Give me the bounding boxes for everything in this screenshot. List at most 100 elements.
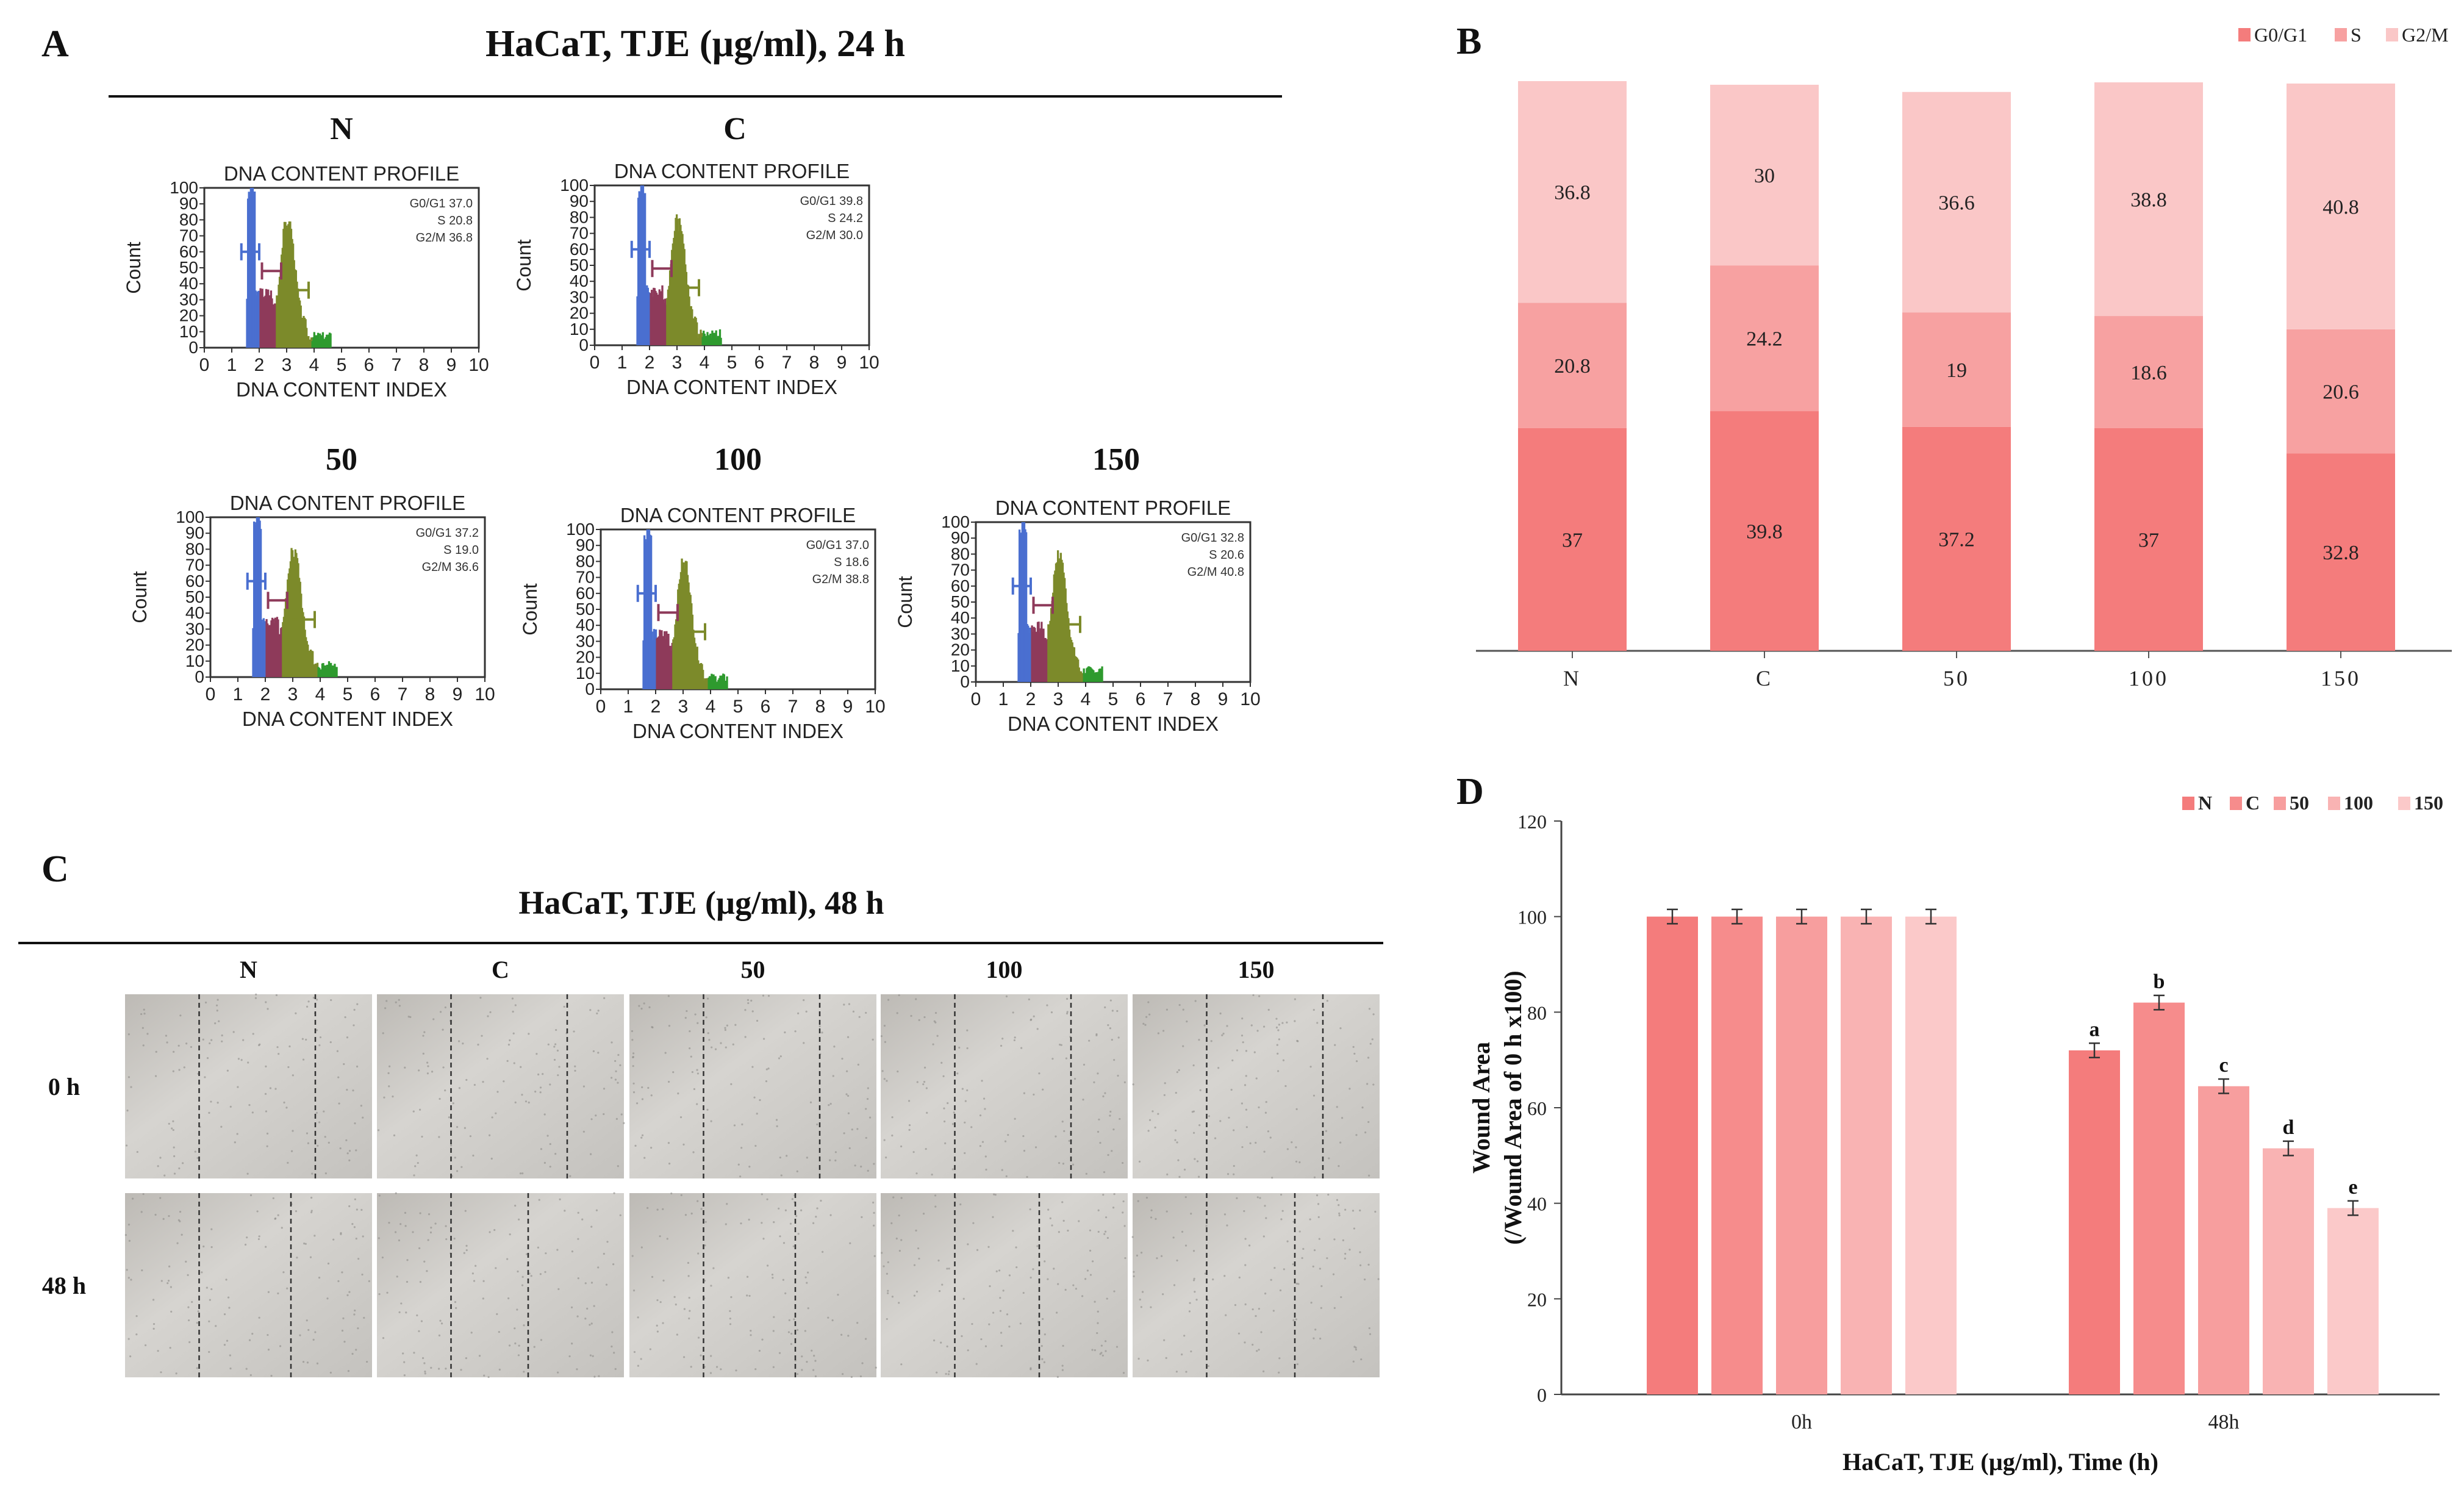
cell-speck [179,1014,182,1017]
cell-speck [557,1371,559,1374]
cell-speck [1164,1082,1166,1085]
cell-speck [1280,1193,1283,1196]
category-label: C [1756,666,1773,690]
flow-y-axis-label: Count [129,571,151,623]
segment-value-label: 19 [1946,359,1967,382]
cell-speck [1245,1050,1248,1052]
cell-speck [1123,1081,1126,1083]
cell-speck [554,1043,557,1045]
cell-speck [1097,1072,1099,1075]
cell-speck [875,1366,877,1369]
cell-speck [458,1087,461,1089]
cell-speck [887,999,890,1001]
y-tick-label: 70 [185,556,204,575]
cell-speck [506,1060,509,1063]
cell-speck [312,997,315,999]
x-tick-label: 10 [1240,689,1260,709]
cell-speck [353,1024,355,1027]
cell-speck [1344,1257,1346,1260]
wound-column-label: 50 [741,956,765,983]
cell-speck [590,1225,593,1228]
cell-speck [747,1275,749,1278]
cell-speck [1255,1314,1257,1318]
cell-speck [959,1203,962,1206]
cell-speck [1109,999,1112,1002]
cell-speck [694,1013,697,1016]
cell-speck [773,1316,775,1318]
cell-speck [342,1317,345,1319]
cell-speck [324,1136,326,1138]
cell-speck [1111,1150,1113,1152]
cell-speck [258,1316,260,1319]
cell-speck [1089,1274,1092,1276]
cell-speck [384,1007,387,1010]
cell-speck [1150,1209,1153,1211]
cell-speck [1007,1134,1009,1136]
cell-speck [573,1030,575,1033]
cell-speck [1001,1169,1003,1171]
cell-speck [570,1306,573,1309]
cell-speck [313,1235,316,1237]
cell-speck [445,1368,447,1370]
cell-speck [1226,1025,1228,1027]
cell-speck [187,1306,190,1308]
cell-speck [610,1077,613,1079]
histogram-bar [720,337,722,345]
cell-speck [316,999,318,1001]
cell-speck [1040,1345,1043,1347]
cell-speck [226,1069,229,1072]
flow-y-axis-label: Count [123,242,145,294]
cell-speck [1208,1115,1210,1117]
y-tick-label: 30 [185,619,204,638]
cell-speck [633,1350,636,1354]
cell-speck [1006,1313,1009,1316]
x-tick-label: 9 [446,355,457,375]
cell-speck [1230,1089,1233,1091]
cell-speck [1094,1300,1096,1303]
cell-speck [611,1345,613,1348]
cell-speck [318,1277,321,1279]
cell-speck [456,1170,459,1172]
cell-speck [292,1074,294,1077]
cell-speck [427,1239,429,1241]
cell-speck [915,998,917,1000]
cell-speck [1368,1327,1370,1330]
cell-speck [576,1315,579,1318]
cell-speck [1026,1175,1028,1178]
cell-speck [640,1246,643,1249]
cell-speck [638,1005,640,1007]
cell-speck [208,1320,210,1322]
cell-speck [812,1369,815,1371]
cell-speck [1359,1209,1361,1212]
cell-speck [345,1139,348,1141]
cell-speck [890,1222,893,1224]
cell-speck [1166,1173,1169,1175]
legend-label: N [2198,792,2212,814]
cell-speck [464,1210,467,1212]
cell-speck [778,1207,780,1210]
cell-speck [539,1091,542,1094]
cell-speck [1278,1024,1281,1026]
x-tick-label: 8 [1191,689,1201,709]
cell-speck [1336,1199,1339,1201]
cell-speck [274,1088,277,1090]
cell-speck [995,1270,998,1272]
cell-speck [933,1020,936,1022]
cell-speck [574,1069,576,1072]
cell-speck [462,1042,464,1045]
cell-speck [1244,1341,1246,1344]
cell-speck [386,1291,389,1294]
cell-speck [1192,1250,1195,1252]
cell-speck [1245,1108,1248,1111]
wound-area-bar [2069,1050,2120,1394]
cell-speck [1165,1357,1167,1359]
cell-speck [202,1038,204,1041]
wound-column-label: C [492,956,509,983]
cell-speck [403,1374,406,1377]
cell-speck [237,1058,240,1060]
flow-stat: G0/G1 32.8 [1181,531,1244,545]
cell-speck [126,1269,128,1271]
cell-speck [1297,1283,1300,1285]
histogram-bar [321,332,324,348]
cell-speck [438,1136,440,1138]
